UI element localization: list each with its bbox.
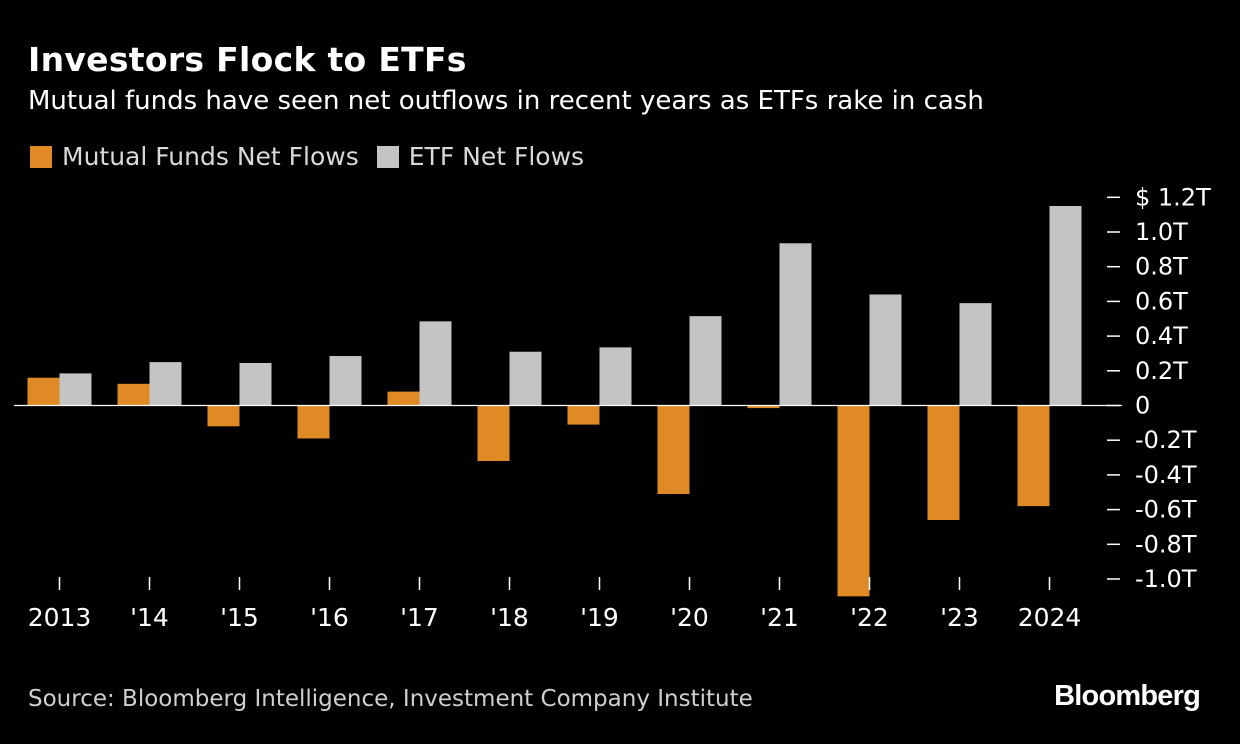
y-tick-label-4: 0.4T — [1135, 322, 1188, 350]
x-tick-label-1: '14 — [130, 603, 169, 632]
y-tick-label-9: -0.6T — [1135, 496, 1197, 524]
bloomberg-logo: Bloomberg — [1054, 680, 1201, 712]
legend-label-etf: ETF Net Flows — [408, 142, 585, 171]
etf-bar-6 — [599, 347, 632, 406]
y-tick-label-5: 0.2T — [1135, 357, 1188, 385]
chart-legend: Mutual Funds Net Flows ETF Net Flows — [30, 142, 602, 171]
y-tick-label-1: 1.0T — [1135, 218, 1188, 246]
mutual-funds-bar-3 — [297, 405, 330, 439]
legend-item-etf: ETF Net Flows — [376, 142, 585, 171]
mutual-funds-bar-5 — [477, 405, 510, 462]
etf-bar-1 — [149, 362, 182, 406]
mutual-funds-bar-10 — [927, 405, 960, 521]
etf-bar-11 — [1049, 205, 1082, 406]
x-tick-label-5: '18 — [490, 603, 529, 632]
mutual-funds-bar-2 — [207, 405, 240, 427]
etf-bar-4 — [419, 321, 452, 406]
legend-label-mutual-funds: Mutual Funds Net Flows — [62, 142, 359, 171]
x-tick-label-8: '21 — [760, 603, 799, 632]
y-tick-label-10: -0.8T — [1135, 530, 1197, 558]
x-tick-label-11: 2024 — [1018, 603, 1082, 632]
x-tick-label-0: 2013 — [28, 603, 92, 632]
etf-bar-10 — [959, 303, 992, 406]
y-tick-label-8: -0.4T — [1135, 461, 1197, 489]
mutual-funds-bar-6 — [567, 405, 600, 425]
chart-subtitle: Mutual funds have seen net outflows in r… — [28, 86, 984, 116]
x-tick-label-2: '15 — [220, 603, 259, 632]
y-tick-label-6: 0 — [1135, 392, 1150, 420]
y-tick-label-11: -1.0T — [1135, 565, 1197, 593]
etf-bar-8 — [779, 243, 812, 406]
mutual-funds-bar-1 — [117, 383, 150, 406]
etf-bar-2 — [239, 362, 272, 406]
x-tick-label-4: '17 — [400, 603, 439, 632]
chart-title: Investors Flock to ETFs — [28, 40, 467, 79]
etf-bar-5 — [509, 351, 542, 406]
source-note: Source: Bloomberg Intelligence, Investme… — [28, 686, 753, 712]
etf-bar-3 — [329, 356, 362, 406]
mutual-funds-bar-8 — [747, 405, 780, 409]
legend-swatch-etf — [376, 145, 399, 168]
legend-swatch-mutual-funds — [30, 145, 52, 168]
etf-bar-9 — [869, 294, 902, 406]
etf-bar-0 — [59, 373, 92, 406]
x-tick-label-6: '19 — [580, 603, 619, 632]
x-tick-label-3: '16 — [310, 603, 349, 632]
etf-bar-7 — [689, 316, 722, 406]
x-tick-label-9: '22 — [850, 603, 889, 632]
mutual-funds-bar-4 — [387, 391, 420, 406]
y-tick-label-3: 0.6T — [1135, 287, 1188, 315]
y-tick-label-0: $ 1.2T — [1135, 183, 1211, 211]
mutual-funds-bar-11 — [1017, 405, 1050, 507]
mutual-funds-bar-9 — [837, 405, 870, 597]
mutual-funds-bar-0 — [27, 377, 60, 406]
y-tick-label-2: 0.8T — [1135, 253, 1188, 281]
x-tick-label-7: '20 — [670, 603, 709, 632]
legend-item-mutual-funds: Mutual Funds Net Flows — [30, 142, 359, 171]
mutual-funds-bar-7 — [657, 405, 690, 494]
x-tick-label-10: '23 — [940, 603, 979, 632]
y-tick-label-7: -0.2T — [1135, 426, 1197, 454]
